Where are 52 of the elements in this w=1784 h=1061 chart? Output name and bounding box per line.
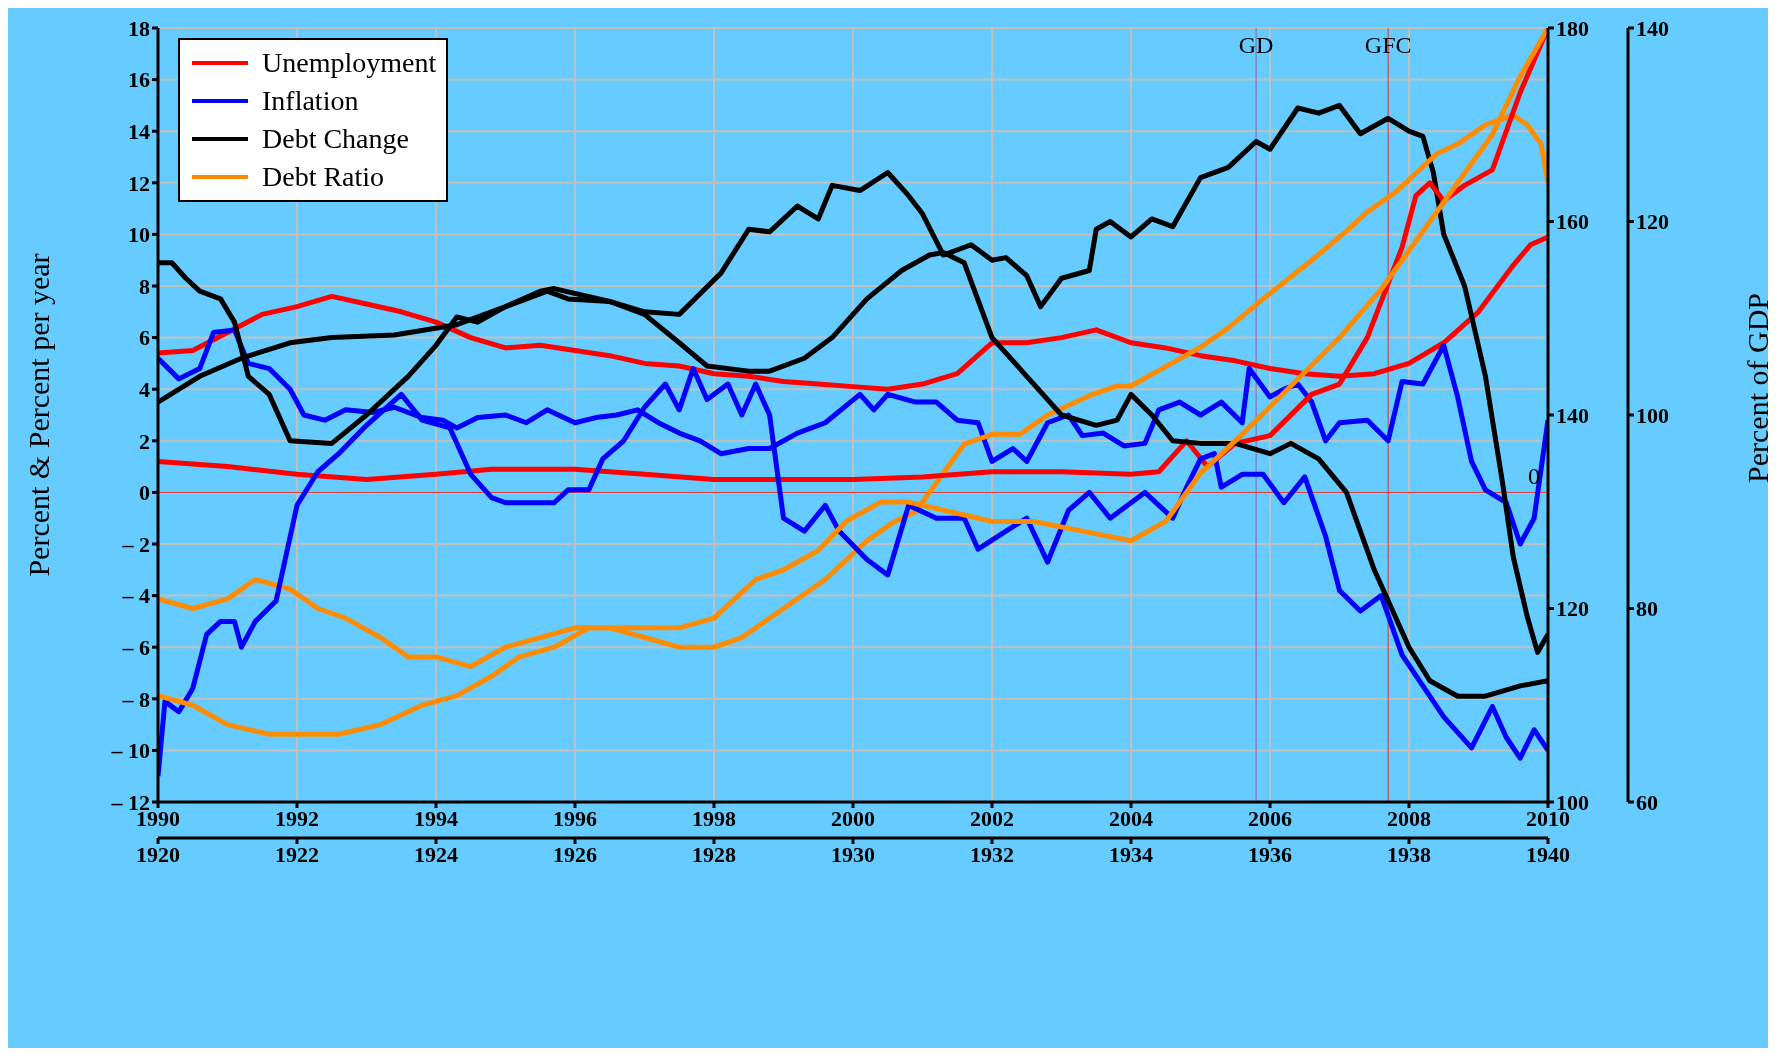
y-tick-label: – 10 [110,738,150,764]
y3-tick-label: 80 [1636,596,1658,622]
x2-tick-label: 1934 [1109,841,1153,867]
y-tick-label: 18 [128,15,150,41]
y2-tick-label: 180 [1556,15,1589,41]
y-tick-label: 12 [128,170,150,196]
x2-tick-label: 1930 [831,841,875,867]
x2-tick-label: 1928 [692,841,736,867]
legend-label: Debt Ratio [262,161,385,193]
y-tick-label: – 8 [121,686,150,712]
x2-tick-label: 1922 [275,841,319,867]
x2-tick-label: 1926 [553,841,597,867]
x-tick-label: 2008 [1387,805,1431,831]
x-tick-label: 1994 [414,805,458,831]
y-tick-label: 14 [128,119,150,145]
y-tick-label: 16 [128,67,150,93]
y2-tick-label: 140 [1556,402,1589,428]
y2-tick-label: 160 [1556,209,1589,235]
y-tick-label: 4 [139,377,150,403]
x-tick-label: 1998 [692,805,736,831]
legend-label: Debt Change [262,123,409,155]
y-tick-label: – 2 [121,531,150,557]
y3-tick-label: 140 [1636,15,1669,41]
x2-tick-label: 1932 [970,841,1014,867]
y3-tick-label: 120 [1636,209,1669,235]
y-tick-label: 8 [139,273,150,299]
x-tick-label: 1996 [553,805,597,831]
y-tick-label: 0 [139,480,150,506]
y-tick-label: 10 [128,222,150,248]
ref-line-label: GFC [1364,32,1412,59]
y-tick-label: 6 [139,325,150,351]
legend-label: Inflation [262,85,359,117]
y-tick-label: – 4 [121,583,150,609]
y3-tick-label: 100 [1636,402,1669,428]
x-tick-label: 2000 [831,805,875,831]
y-tick-label: 2 [139,428,150,454]
legend-label: Unemployment [262,47,437,79]
x2-tick-label: 1936 [1248,841,1292,867]
y2-tick-label: 120 [1556,596,1589,622]
y-tick-label: – 6 [121,635,150,661]
x2-tick-label: 1924 [414,841,458,867]
y3-tick-label: 60 [1636,789,1658,815]
y2-axis-title: Percent of GDP [1741,293,1775,483]
x-tick-label: 2004 [1109,805,1153,831]
x2-tick-label: 1920 [136,841,180,867]
x2-tick-label: 1938 [1387,841,1431,867]
x2-tick-label: 1940 [1526,841,1570,867]
y-axis-title: Percent & Percent per year [21,253,55,577]
x-tick-label: 2006 [1248,805,1292,831]
ref-line-label: GD [1238,32,1274,59]
x-tick-label: 2002 [970,805,1014,831]
x-tick-label: 1992 [275,805,319,831]
